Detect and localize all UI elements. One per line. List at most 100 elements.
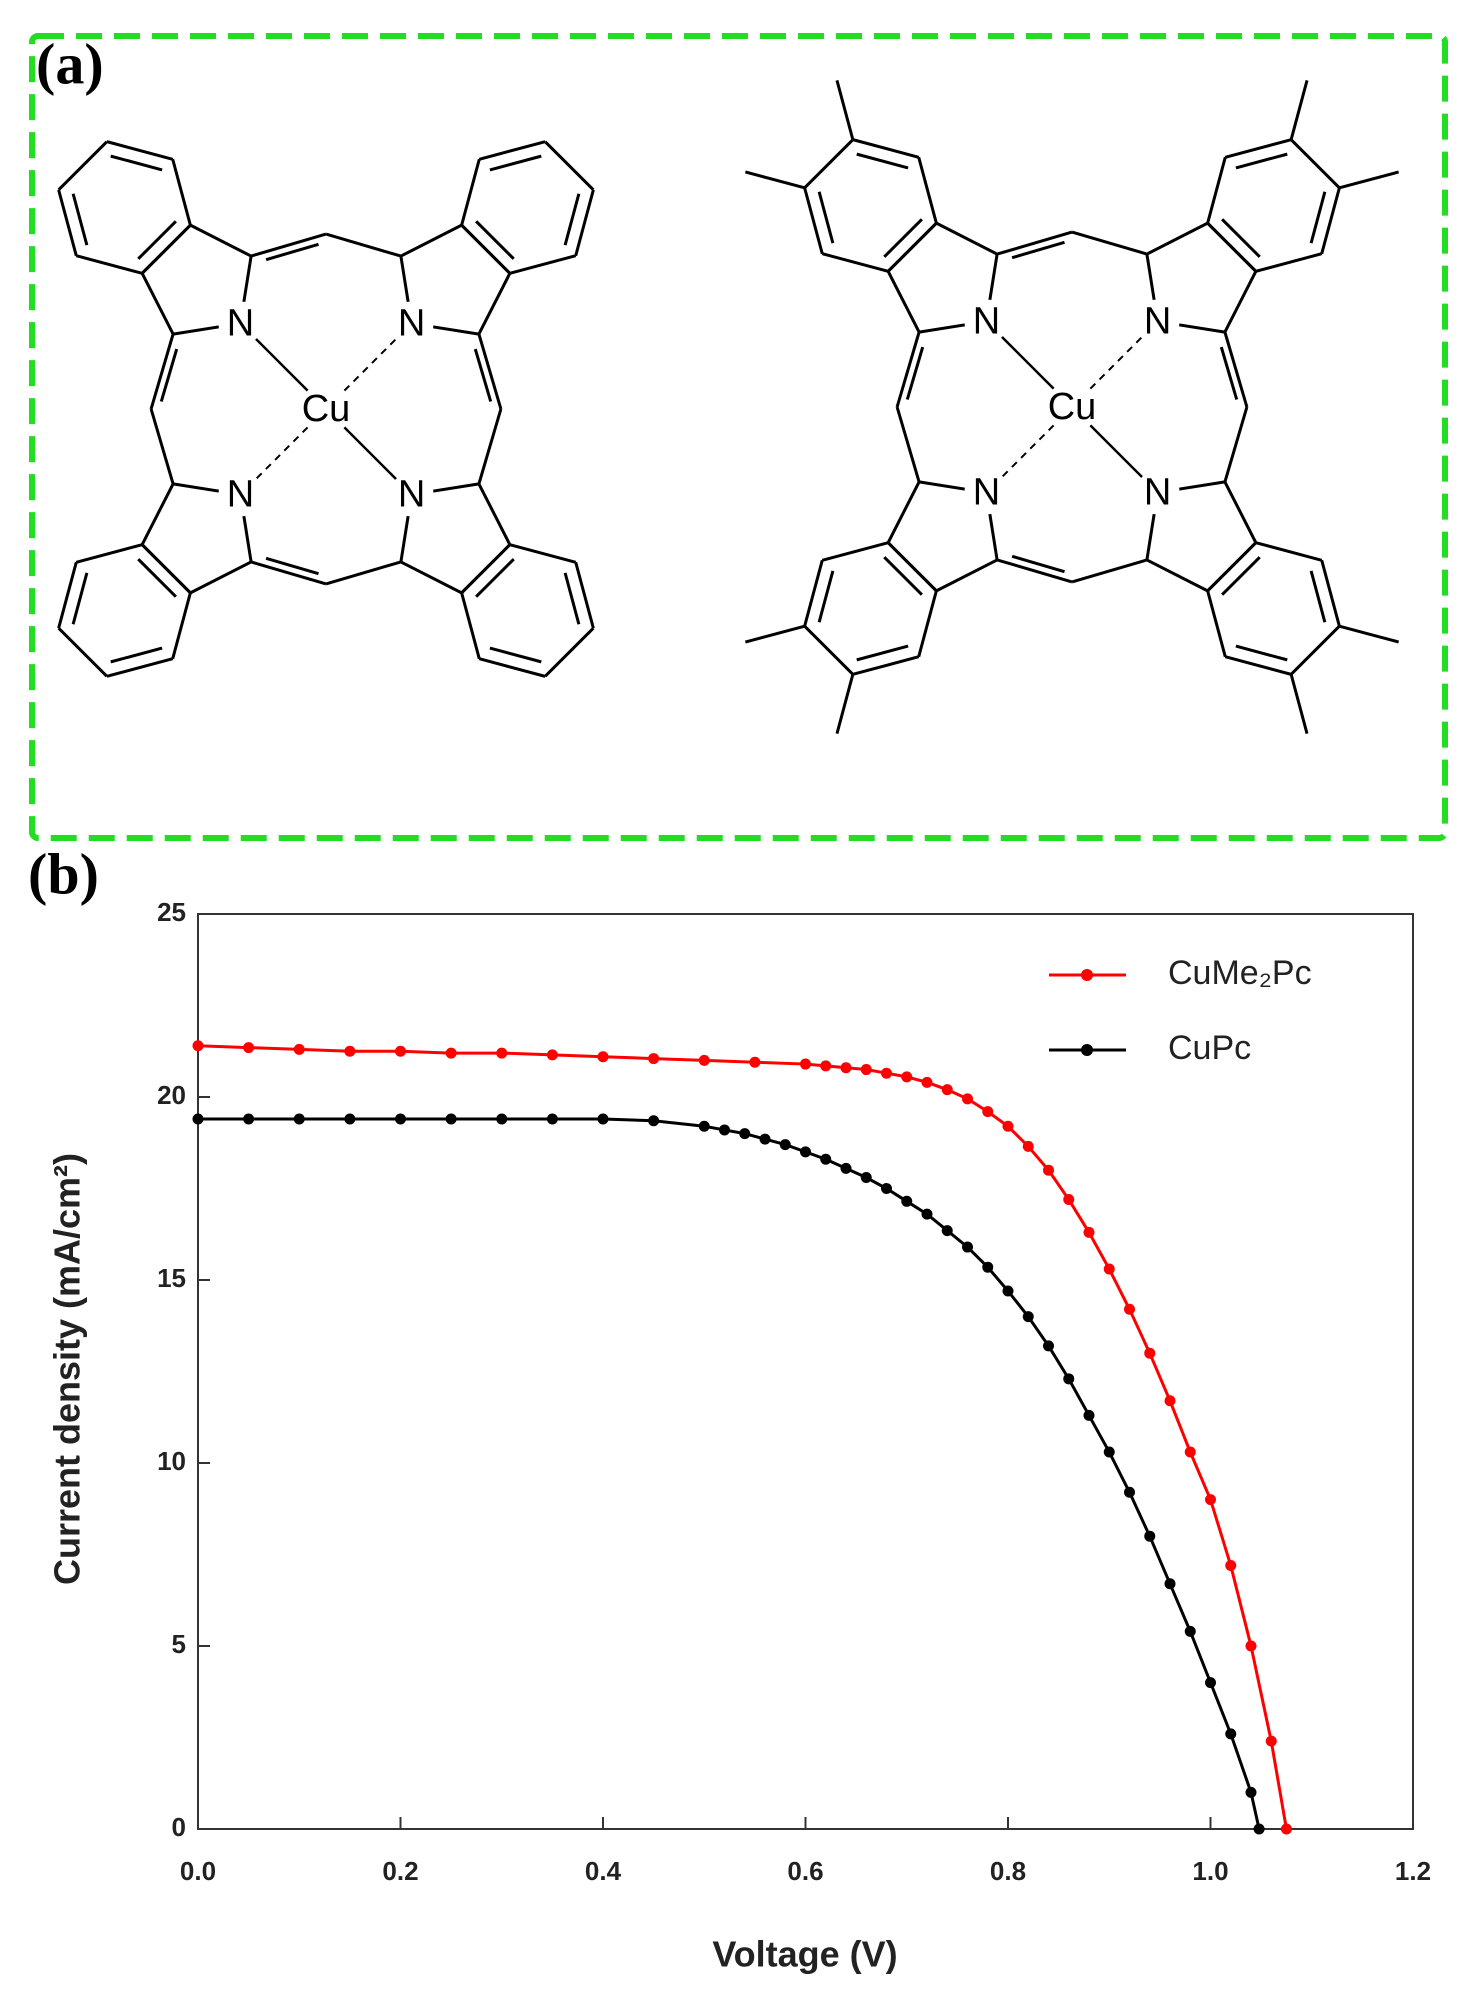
series-line: [197, 1044, 1288, 1830]
bond: [886, 270, 921, 333]
bond: [1309, 191, 1327, 244]
bond: [110, 154, 163, 172]
bond: [852, 138, 920, 159]
y-tick-label: 10: [157, 1446, 186, 1476]
data-point: [881, 1067, 892, 1079]
data-point: [445, 1113, 457, 1125]
data-point: [1002, 1285, 1014, 1297]
data-point: [1103, 1446, 1115, 1458]
bond: [460, 592, 481, 660]
panel-label: (b): [28, 841, 99, 906]
y-tick-label: 20: [157, 1080, 186, 1110]
data-point: [840, 1062, 852, 1074]
bond: [110, 646, 163, 664]
data-point: [1002, 1120, 1014, 1132]
series-line: [198, 1117, 1261, 1830]
x-tick-label: 0.6: [787, 1856, 823, 1886]
data-point: [1184, 1446, 1196, 1458]
data-point: [648, 1053, 660, 1065]
bond: [189, 560, 252, 595]
bond: [917, 156, 938, 224]
data-point: [1063, 1193, 1075, 1205]
y-tick-label: 0: [172, 1812, 186, 1842]
bond: [1221, 218, 1261, 258]
bond: [57, 140, 108, 191]
bond: [57, 561, 78, 629]
bond: [149, 333, 175, 410]
bond: [803, 559, 824, 627]
data-point: [192, 1040, 204, 1052]
data-point: [1083, 1409, 1095, 1421]
bond: [1223, 406, 1249, 483]
bond: [856, 644, 909, 662]
bond: [803, 187, 824, 255]
data-point: [1043, 1340, 1054, 1352]
atom-label: N: [227, 474, 254, 516]
data-point: [1103, 1263, 1115, 1275]
x-tick-label: 0.0: [180, 1856, 216, 1886]
bond: [905, 346, 925, 400]
bond: [75, 543, 143, 564]
data-point: [1164, 1578, 1176, 1590]
data-point: [597, 1113, 609, 1125]
bond: [475, 558, 515, 598]
bond: [821, 541, 889, 562]
data-point: [698, 1054, 710, 1066]
bond: [1255, 252, 1323, 273]
bond: [835, 673, 855, 735]
data-point: [739, 1128, 751, 1140]
bond: [137, 220, 177, 260]
bond: [856, 152, 909, 170]
bond: [996, 230, 1073, 256]
bond: [250, 560, 327, 586]
bond: [477, 333, 503, 410]
data-point: [1245, 1640, 1257, 1652]
bond: [563, 572, 581, 625]
data-point: [1144, 1347, 1156, 1359]
bond: [1146, 558, 1209, 593]
bond: [803, 138, 854, 189]
data-point: [1022, 1140, 1034, 1152]
x-tick-label: 1.0: [1192, 1856, 1228, 1886]
data-point: [759, 1133, 771, 1145]
data-point: [496, 1113, 508, 1125]
atom-bg: [964, 299, 1009, 344]
bond: [803, 625, 854, 676]
bond: [265, 556, 319, 576]
data-point: [243, 1042, 255, 1054]
atom-label: N: [973, 300, 1000, 342]
data-point: [546, 1049, 558, 1061]
bond: [325, 232, 402, 258]
data-point: [860, 1172, 872, 1184]
bond: [489, 154, 542, 172]
data-point: [1022, 1311, 1034, 1323]
data-point: [1184, 1625, 1196, 1637]
data-point: [496, 1047, 508, 1059]
data-point: [293, 1043, 305, 1055]
bond: [509, 543, 577, 564]
data-point: [1205, 1677, 1216, 1689]
data-point: [192, 1113, 204, 1125]
data-point: [982, 1106, 994, 1118]
data-point: [901, 1195, 913, 1207]
bond: [935, 221, 998, 256]
panel-label: (a): [36, 31, 104, 96]
bond: [817, 570, 835, 623]
bond: [71, 193, 89, 246]
data-point: [921, 1208, 933, 1220]
bond: [1221, 556, 1261, 596]
atom-label: N: [398, 474, 425, 516]
data-point: [982, 1261, 994, 1273]
data-point: [1225, 1728, 1237, 1740]
bond: [140, 272, 175, 335]
data-point: [597, 1051, 609, 1063]
bond: [1071, 230, 1148, 256]
data-point: [962, 1093, 973, 1105]
data-point: [1144, 1530, 1156, 1542]
data-point: [820, 1060, 832, 1072]
atom-label: N: [398, 302, 425, 344]
x-tick-label: 1.2: [1395, 1856, 1431, 1886]
bond: [400, 223, 463, 258]
x-axis-title: Voltage (V): [712, 1934, 897, 1975]
